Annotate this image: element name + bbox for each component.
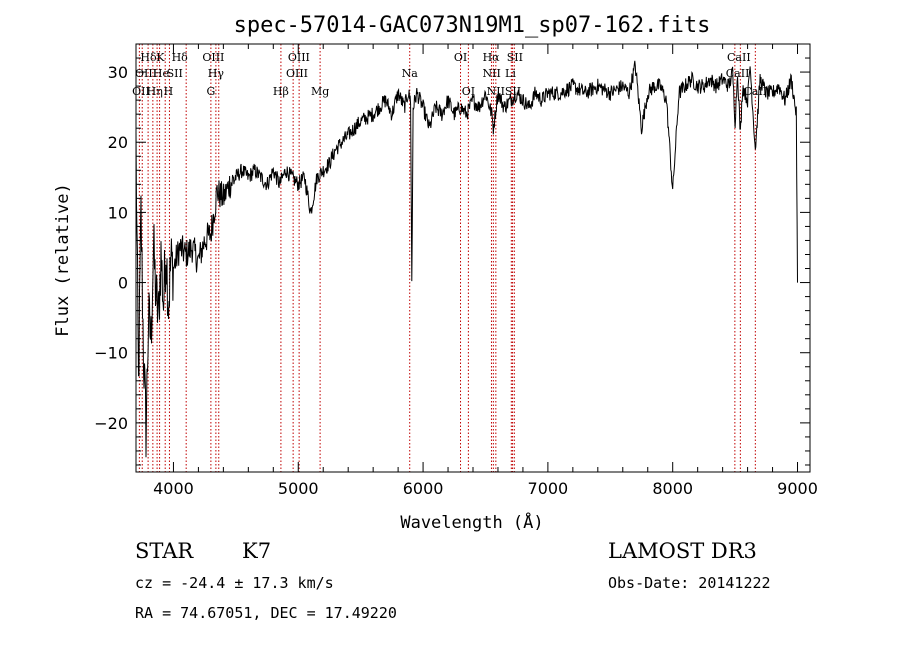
line-label: SII <box>507 51 523 64</box>
line-label: SII <box>167 67 183 80</box>
x-axis: 4000 5000 6000 7000 8000 9000 <box>153 44 818 498</box>
line-label: NII <box>483 67 501 80</box>
line-label: He <box>153 67 169 80</box>
line-label: OIII <box>202 51 224 64</box>
line-label: Hδ <box>140 51 157 64</box>
line-label: OIII <box>135 67 157 80</box>
line-label: Hβ <box>273 85 289 98</box>
observation-date: Obs-Date: 20141222 <box>608 574 771 592</box>
y-tick-label: 20 <box>108 133 128 152</box>
line-label: Hδ <box>172 51 189 64</box>
line-label: H <box>164 85 174 98</box>
x-tick-label: 9000 <box>777 479 818 498</box>
spectrum-line <box>135 60 798 458</box>
line-label: CaII <box>727 51 751 64</box>
x-tick-label: 7000 <box>528 479 569 498</box>
line-label: OI <box>454 51 467 64</box>
x-axis-label: Wavelength (Å) <box>400 511 543 533</box>
survey-name: LAMOST DR3 <box>608 539 757 563</box>
line-label: Na <box>402 67 419 80</box>
y-tick-label: 10 <box>108 203 128 222</box>
plot-frame <box>135 43 811 473</box>
marker-lines <box>138 44 756 472</box>
y-axis-label: Flux (relative) <box>53 183 73 337</box>
line-label: K <box>156 51 165 64</box>
y-axis: −20 −10 0 10 20 30 <box>94 43 810 466</box>
line-label: G <box>206 85 215 98</box>
y-tick-label: −10 <box>94 344 128 363</box>
x-tick-label: 8000 <box>652 479 693 498</box>
line-label: CaII <box>743 85 767 98</box>
line-label: Mg <box>311 85 329 98</box>
y-tick-label: 30 <box>108 63 128 82</box>
object-class: STAR <box>135 539 194 563</box>
x-tick-label: 6000 <box>403 479 444 498</box>
object-subclass: K7 <box>242 539 272 563</box>
line-label: Hη <box>147 85 163 98</box>
y-tick-label: −20 <box>94 414 128 433</box>
line-label: Hα <box>483 51 501 64</box>
y-tick-label: 0 <box>118 274 128 293</box>
x-tick-label: 5000 <box>278 479 319 498</box>
line-label: OI <box>462 85 475 98</box>
x-tick-label: 4000 <box>153 479 194 498</box>
chart-title: spec-57014-GAC073N19M1_sp07-162.fits <box>234 13 711 38</box>
line-label: OIII <box>286 67 308 80</box>
line-label: NII <box>487 85 505 98</box>
line-label: OII <box>132 85 150 98</box>
coordinates-readout: RA = 74.67051, DEC = 17.49220 <box>135 604 397 622</box>
line-label: OIII <box>288 51 310 64</box>
line-label: Li <box>505 67 516 80</box>
redshift-readout: cz = -24.4 ± 17.3 km/s <box>135 574 334 592</box>
line-label: Hγ <box>208 67 225 80</box>
